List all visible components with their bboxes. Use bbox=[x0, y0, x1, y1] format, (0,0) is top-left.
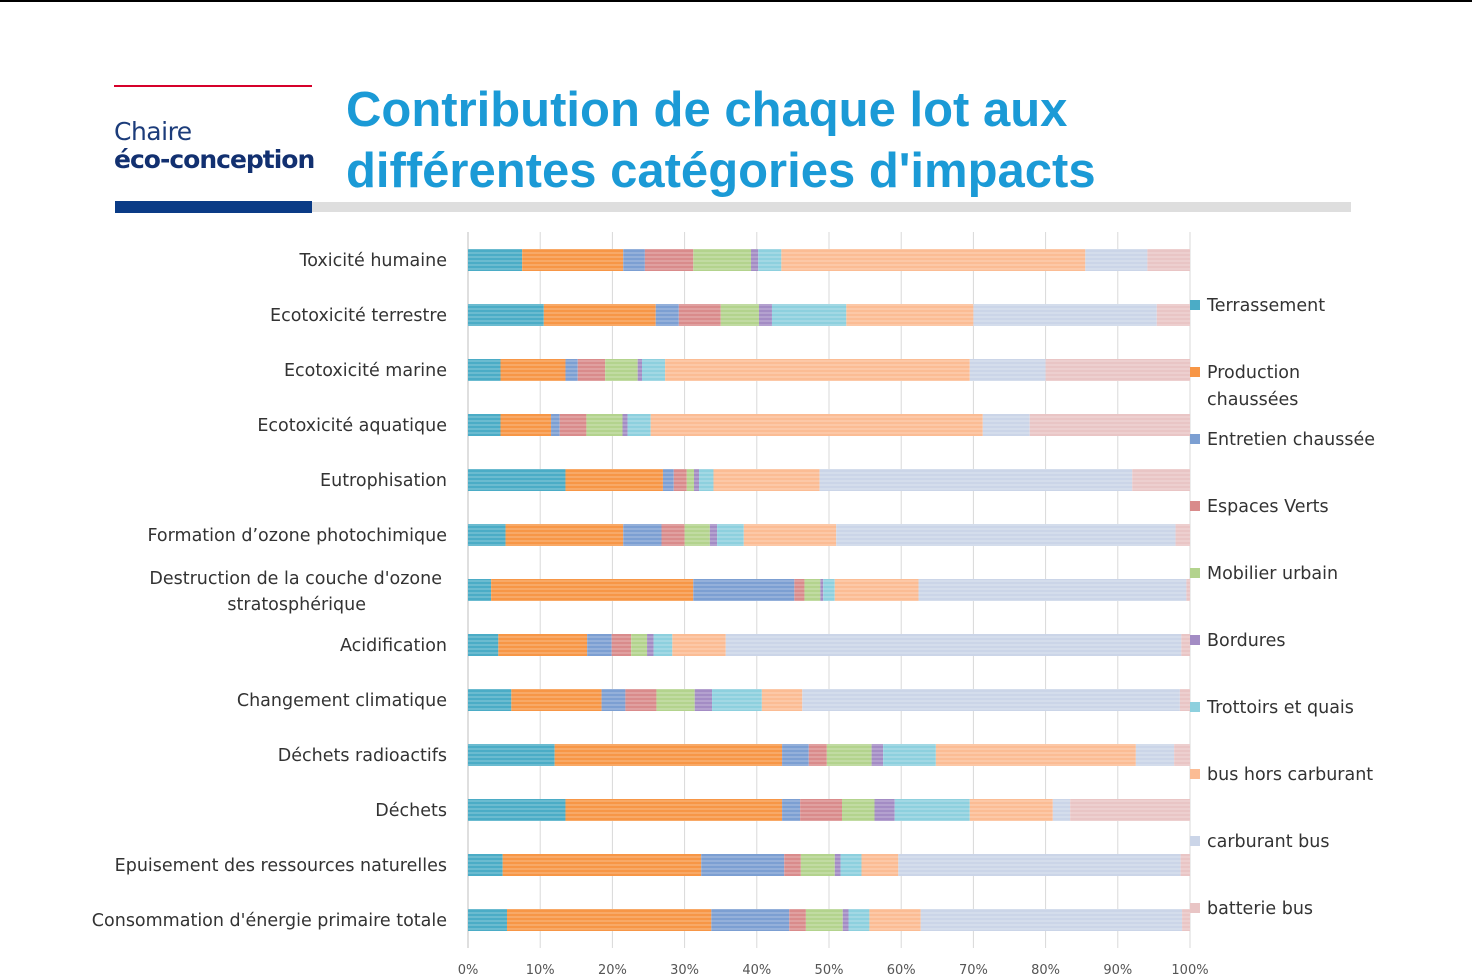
category-label: Déchets radioactifs bbox=[278, 746, 447, 766]
legend-label: carburant bus bbox=[1207, 832, 1330, 852]
category-label: Consommation d'énergie primaire totale bbox=[92, 911, 447, 931]
bar-texture bbox=[468, 854, 1190, 876]
category-label: stratosphérique bbox=[227, 595, 366, 615]
legend-swatch bbox=[1190, 568, 1200, 578]
logo-text-line2: éco-conception bbox=[114, 145, 315, 174]
bar-texture bbox=[468, 909, 1190, 931]
legend-swatch bbox=[1190, 501, 1200, 511]
title-underline-bar bbox=[312, 202, 1351, 212]
slide-title: Contribution de chaque lot aux différent… bbox=[346, 80, 1096, 202]
category-label: Eutrophisation bbox=[320, 471, 447, 491]
logo: Chaire éco-conception bbox=[114, 85, 315, 215]
bar-texture bbox=[468, 689, 1190, 711]
legend-label: Entretien chaussée bbox=[1207, 430, 1375, 450]
legend-swatch bbox=[1190, 769, 1200, 779]
bar-texture bbox=[468, 469, 1190, 491]
legend-swatch bbox=[1190, 635, 1200, 645]
x-tick-label: 20% bbox=[598, 963, 627, 974]
legend-swatch bbox=[1190, 434, 1200, 444]
bar-texture bbox=[468, 524, 1190, 546]
category-label: Ecotoxicité marine bbox=[284, 361, 447, 381]
legend-label: bus hors carburant bbox=[1207, 765, 1373, 785]
x-tick-label: 80% bbox=[1031, 963, 1060, 974]
legend-swatch bbox=[1190, 300, 1200, 310]
x-tick-label: 60% bbox=[887, 963, 916, 974]
category-label: Formation d’ozone photochimique bbox=[147, 526, 447, 546]
bar-texture bbox=[468, 799, 1190, 821]
legend-label: Trottoirs et quais bbox=[1206, 698, 1354, 718]
x-tick-label: 100% bbox=[1171, 963, 1208, 974]
slide-title-line1: Contribution de chaque lot aux bbox=[346, 83, 1068, 137]
logo-text-line1: Chaire bbox=[114, 117, 192, 146]
x-tick-label: 50% bbox=[815, 963, 844, 974]
x-tick-label: 0% bbox=[458, 963, 479, 974]
logo-blue-bar bbox=[115, 201, 312, 213]
legend-label: chaussées bbox=[1207, 390, 1298, 410]
legend-label: Terrassement bbox=[1206, 296, 1325, 316]
legend-swatch bbox=[1190, 702, 1200, 712]
legend-swatch bbox=[1190, 367, 1200, 377]
category-label: Changement climatique bbox=[237, 691, 447, 711]
bar-texture bbox=[468, 414, 1190, 436]
bar-texture bbox=[468, 249, 1190, 271]
bar-texture bbox=[468, 634, 1190, 656]
x-tick-label: 40% bbox=[742, 963, 771, 974]
logo-red-line bbox=[114, 85, 312, 87]
bar-texture bbox=[468, 744, 1190, 766]
category-label: Epuisement des ressources naturelles bbox=[115, 856, 447, 876]
legend-label: batterie bus bbox=[1207, 899, 1313, 919]
bar-texture bbox=[468, 579, 1190, 601]
x-tick-label: 10% bbox=[526, 963, 555, 974]
category-label: Acidification bbox=[340, 636, 447, 656]
category-label: Destruction de la couche d'ozone bbox=[149, 569, 442, 589]
category-label: Toxicité humaine bbox=[299, 251, 447, 271]
x-tick-label: 30% bbox=[670, 963, 699, 974]
legend-label: Production bbox=[1207, 363, 1300, 383]
x-tick-label: 70% bbox=[959, 963, 988, 974]
slide-title-line2: différentes catégories d'impacts bbox=[346, 144, 1096, 198]
bar-texture bbox=[468, 359, 1190, 381]
legend-swatch bbox=[1190, 836, 1200, 846]
category-label: Ecotoxicité terrestre bbox=[270, 306, 447, 326]
legend-label: Espaces Verts bbox=[1207, 497, 1329, 517]
x-tick-label: 90% bbox=[1103, 963, 1132, 974]
legend-swatch bbox=[1190, 903, 1200, 913]
category-label: Ecotoxicité aquatique bbox=[257, 416, 447, 436]
category-label: Déchets bbox=[375, 801, 447, 821]
bar-texture bbox=[468, 304, 1190, 326]
legend-label: Mobilier urbain bbox=[1207, 564, 1338, 584]
top-border bbox=[0, 0, 1472, 2]
legend-label: Bordures bbox=[1207, 631, 1286, 651]
